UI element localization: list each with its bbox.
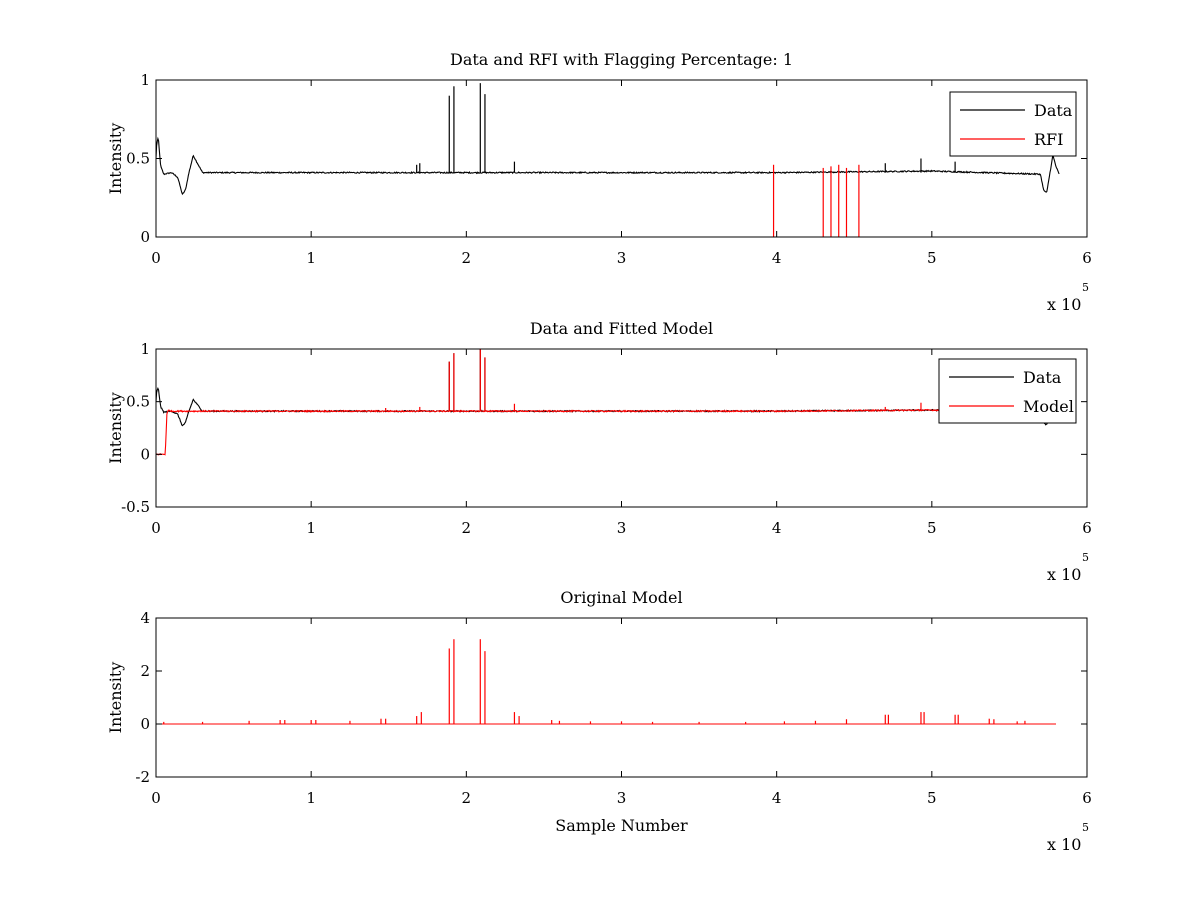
x-scale-multiplier: x 10 — [1047, 835, 1081, 854]
x-scale-exponent: 5 — [1082, 551, 1089, 564]
x-tick-label: 1 — [306, 789, 316, 807]
legend-label-2: Model — [1023, 397, 1074, 416]
x-tick-label: 1 — [306, 249, 316, 267]
plot-area — [156, 639, 1056, 725]
series-line-2 — [156, 408, 1057, 456]
x-scale-exponent: 5 — [1082, 281, 1089, 294]
x-tick-label: 2 — [462, 519, 472, 537]
subplot-title: Data and RFI with Flagging Percentage: 1 — [450, 50, 793, 69]
plot-area — [156, 349, 1057, 456]
x-tick-label: 0 — [151, 519, 161, 537]
x-tick-label: 6 — [1082, 249, 1092, 267]
y-axis-label: Intensity — [106, 123, 125, 195]
plot-area — [156, 83, 1060, 237]
x-tick-label: 3 — [617, 519, 627, 537]
x-axis-label: Sample Number — [555, 816, 688, 835]
y-tick-label: -0.5 — [121, 498, 150, 516]
x-scale-multiplier: x 10 — [1047, 565, 1081, 584]
y-axis-label: Intensity — [106, 662, 125, 734]
subplot-2: Data and Fitted Model Intensity 0 1 2 3 4 5 6 -0.… — [106, 319, 1092, 584]
x-tick-label: 0 — [151, 249, 161, 267]
x-tick-label: 4 — [772, 519, 782, 537]
x-tick-label: 2 — [462, 789, 472, 807]
x-tick-label: 4 — [772, 789, 782, 807]
x-tick-label: 2 — [462, 249, 472, 267]
legend: Data RFI — [949, 91, 1077, 157]
x-scale-multiplier: x 10 — [1047, 295, 1081, 314]
legend-label-2: RFI — [1034, 130, 1063, 149]
subplot-1: Data and RFI with Flagging Percentage: 1… — [106, 50, 1092, 314]
legend-box — [949, 91, 1077, 157]
y-tick-label: 1 — [140, 71, 150, 89]
x-tick-label: 4 — [772, 249, 782, 267]
legend-label-1: Data — [1023, 368, 1062, 387]
y-tick-label: 0 — [140, 715, 150, 733]
x-tick-label: 5 — [927, 519, 937, 537]
legend-box — [938, 358, 1077, 424]
x-tick-label: 3 — [617, 789, 627, 807]
x-tick-label: 6 — [1082, 519, 1092, 537]
y-tick-label: 4 — [140, 609, 150, 627]
y-tick-label: 2 — [140, 662, 150, 680]
x-scale-exponent: 5 — [1082, 821, 1089, 834]
y-tick-label: 0.5 — [126, 393, 150, 411]
y-tick-label: 1 — [140, 340, 150, 358]
legend: Data Model — [938, 358, 1077, 424]
x-tick-label: 1 — [306, 519, 316, 537]
x-tick-label: 0 — [151, 789, 161, 807]
series-line-1 — [156, 136, 1060, 196]
y-tick-label: 0.5 — [126, 150, 150, 168]
subplot-3: Original Model Intensity Sample Number 0 1 2 3… — [106, 588, 1092, 854]
subplot-title: Original Model — [560, 588, 682, 607]
x-tick-label: 5 — [927, 249, 937, 267]
y-axis-label: Intensity — [106, 392, 125, 464]
x-tick-label: 3 — [617, 249, 627, 267]
subplot-title: Data and Fitted Model — [530, 319, 713, 338]
y-tick-label: -2 — [135, 768, 150, 786]
y-tick-label: 0 — [140, 228, 150, 246]
legend-label-1: Data — [1034, 101, 1073, 120]
x-tick-label: 5 — [927, 789, 937, 807]
y-tick-label: 0 — [140, 445, 150, 463]
x-tick-label: 6 — [1082, 789, 1092, 807]
